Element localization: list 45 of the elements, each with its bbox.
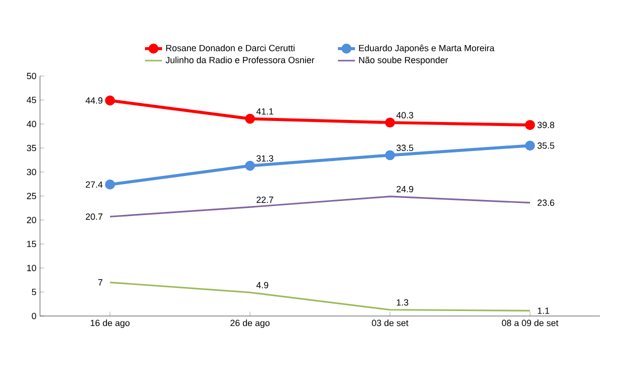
y-tick-label: 10 [27, 264, 36, 272]
data-label: 20.7 [86, 213, 102, 220]
data-label: 1.1 [538, 308, 550, 314]
legend-label: Rosane Donadon e Darci Cerutti [166, 44, 294, 52]
data-label: 40.3 [396, 112, 414, 118]
y-tick-label: 5 [32, 288, 36, 296]
x-tick-label: 08 a 09 de set [502, 320, 558, 326]
x-tick-label: 26 de ago [230, 320, 270, 328]
data-label: 39.8 [538, 122, 554, 128]
data-label: 31.3 [256, 155, 274, 162]
y-tick-label: 45 [26, 96, 36, 104]
y-tick-label: 0 [32, 312, 36, 320]
point [385, 118, 395, 128]
data-label: 41.1 [256, 108, 274, 115]
legend-label: Eduardo Japonês e Marta Moreira [359, 44, 494, 54]
legend-label: Julinho da Radio e Professora Osnier [166, 56, 314, 64]
data-label: 44.9 [86, 97, 102, 104]
data-label: 33.5 [396, 144, 414, 152]
line-series [109, 282, 531, 312]
legend-label: Não soube Responder [359, 56, 448, 65]
y-tick-label: 40 [26, 120, 36, 128]
point [245, 114, 255, 124]
y-tick-label: 35 [26, 144, 36, 152]
point [525, 120, 535, 130]
point [525, 140, 535, 151]
data-label: 35.5 [538, 142, 554, 149]
point [245, 160, 255, 171]
point [385, 150, 395, 160]
x-tick-label: 03 de set [372, 320, 408, 326]
y-tick-label: 50 [26, 72, 36, 80]
data-label: 4.9 [256, 282, 268, 288]
x-tick-label: 16 de ago [90, 320, 130, 328]
data-label: 24.9 [396, 186, 414, 192]
data-label: 1.3 [396, 299, 408, 306]
y-tick-label: 20 [26, 216, 36, 224]
y-tick-label: 25 [26, 192, 36, 200]
point [105, 95, 115, 106]
data-label: 27.4 [86, 181, 103, 188]
y-tick-label: 30 [26, 168, 36, 176]
data-label: 23.6 [538, 200, 554, 206]
y-tick-label: 15 [27, 240, 36, 248]
data-label: 7 [98, 279, 102, 286]
line-series [109, 196, 531, 218]
point [105, 179, 115, 190]
data-label: 22.7 [256, 196, 274, 203]
